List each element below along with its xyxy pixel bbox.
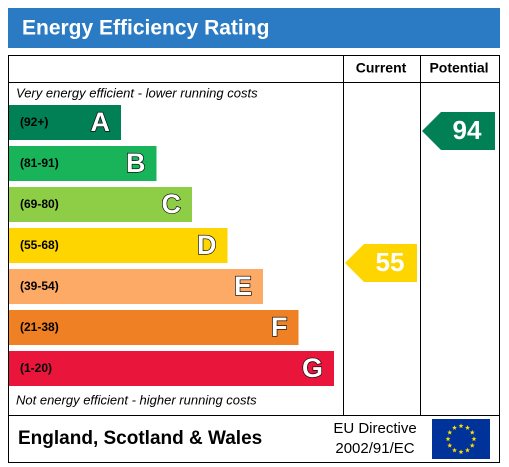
eu-star [447,442,453,448]
band [9,228,228,263]
bands: (92+) A (81-91) B (69-80) C (55-68) D (39-54) E (2… [9,105,334,386]
column-header: Potential [429,60,488,76]
band-range: (1-20) [20,361,52,375]
band-letter: F [271,312,288,342]
band-letter: G [302,353,323,383]
directive-line: EU Directive [333,420,416,437]
band-letter: A [91,107,111,137]
current-arrow [345,244,417,282]
band [9,146,157,181]
band-range: (39-54) [20,279,59,293]
eu-star [469,429,475,435]
band [9,269,263,304]
top-note: Very energy efficient - lower running co… [16,85,258,100]
band-range: (92+) [20,115,48,129]
band [9,187,192,222]
band-letter: B [126,148,146,178]
bottom-note: Not energy efficient - higher running co… [16,392,257,407]
title: Energy Efficiency Rating [22,17,269,40]
band-letter: E [234,271,252,301]
eu-star [458,423,464,429]
title-bar [8,8,500,48]
band-letter: C [162,189,182,219]
band-letter: D [197,230,217,260]
band [9,351,334,386]
eu-star [471,436,477,442]
eu-star [458,449,464,455]
footer-frame [8,415,500,463]
eu-stars [445,423,477,455]
footer-region: England, Scotland & Wales [18,428,262,449]
band-range: (69-80) [20,197,59,211]
band-range: (55-68) [20,238,59,252]
band [9,310,299,345]
band-range: (21-38) [20,320,59,334]
eu-star [465,425,470,430]
eu-star [445,436,451,442]
potential-arrow [422,112,495,150]
eu-star [469,442,475,448]
column-header: Current [356,60,407,76]
directive-line: 2002/91/EC [335,440,414,457]
current-rating: 55 [376,247,405,277]
band-range: (81-91) [20,156,59,170]
potential-rating: 94 [453,115,482,145]
eu-star [465,447,470,453]
eu-star [452,425,457,430]
eu-star [452,447,457,453]
band [9,105,121,140]
eu-star [447,429,453,435]
